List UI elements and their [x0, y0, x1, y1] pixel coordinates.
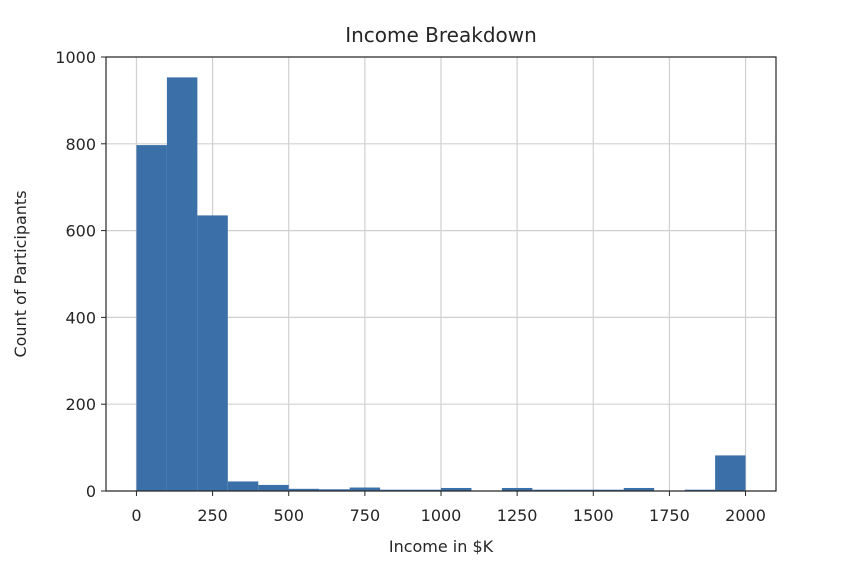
y-tick-label: 400 [65, 308, 96, 327]
histogram-bar [319, 489, 350, 491]
x-tick-label: 250 [197, 506, 228, 525]
histogram-bar [715, 455, 746, 491]
histogram-bar [136, 145, 167, 492]
chart-title: Income Breakdown [345, 23, 537, 47]
x-tick-label: 500 [273, 506, 304, 525]
histogram-bar [684, 489, 716, 491]
histogram-bar [593, 489, 624, 491]
y-tick-label: 800 [65, 135, 96, 154]
x-tick-label: 2000 [725, 506, 766, 525]
x-axis-ticks: 0 250 500 750 1000 1250 1500 1750 2000 [131, 491, 766, 525]
y-tick-label: 200 [65, 395, 96, 414]
histogram-bar [349, 487, 381, 491]
histogram-bar [258, 484, 289, 491]
x-tick-label: 1500 [573, 506, 614, 525]
histogram-bar [197, 215, 228, 491]
histogram-bar [166, 77, 198, 491]
y-tick-label: 0 [86, 482, 96, 501]
x-tick-label: 1750 [649, 506, 690, 525]
histogram-bar [410, 489, 441, 491]
histogram-bar [441, 487, 472, 491]
y-axis-title: Count of Participants [11, 190, 30, 357]
x-tick-label: 1000 [421, 506, 462, 525]
y-axis-ticks: 0 200 400 600 800 1000 [55, 48, 106, 501]
histogram-bar [532, 489, 563, 491]
histogram-bar [562, 489, 594, 491]
y-tick-label: 1000 [55, 48, 96, 67]
bars [136, 77, 746, 492]
x-axis-title: Income in $K [389, 537, 494, 556]
x-tick-label: 0 [131, 506, 141, 525]
x-tick-label: 750 [350, 506, 381, 525]
histogram-bar [380, 489, 411, 491]
histogram-bar [288, 488, 320, 491]
x-tick-label: 1250 [497, 506, 538, 525]
histogram-bar [623, 487, 655, 491]
histogram-bar [501, 487, 533, 491]
histogram-bar [227, 481, 259, 491]
y-tick-label: 600 [65, 222, 96, 241]
